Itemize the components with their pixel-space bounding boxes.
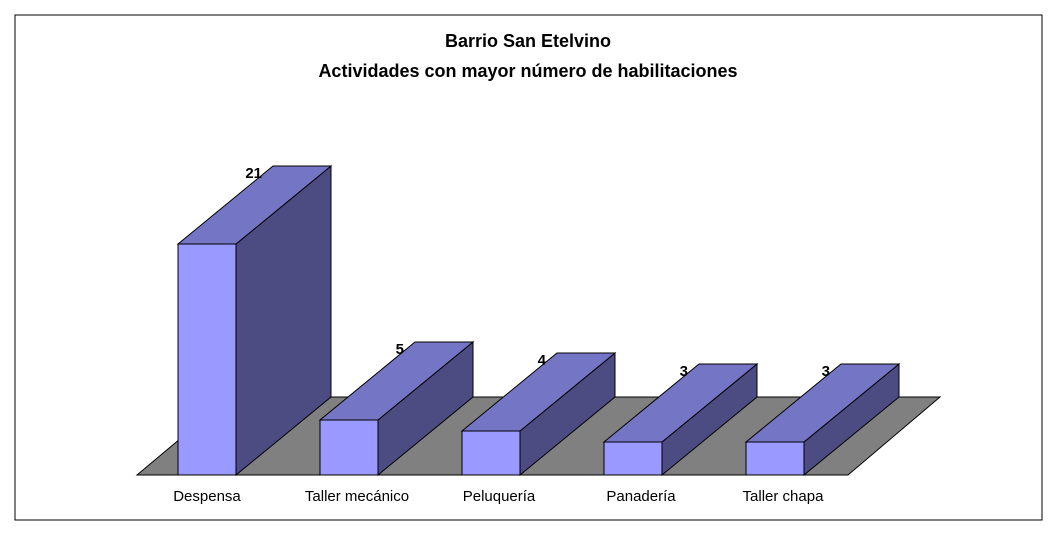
bar (176, 164, 333, 477)
chart-title: Barrio San Etelvino (445, 31, 611, 51)
value-label: 3 (822, 363, 830, 380)
chart-subtitle: Actividades con mayor número de habilita… (318, 61, 737, 81)
value-label: 21 (245, 165, 262, 182)
bar (602, 362, 759, 477)
bar-front (177, 243, 237, 476)
bar-front (603, 441, 663, 476)
value-label: 3 (680, 363, 688, 380)
value-label: 5 (396, 341, 404, 358)
value-label: 4 (538, 352, 547, 369)
bar (460, 351, 617, 477)
bar-front (745, 441, 805, 476)
x-tick-label: Taller chapa (743, 488, 825, 505)
x-tick-label: Despensa (173, 488, 241, 505)
bar-front (461, 430, 521, 476)
bar-front (319, 419, 379, 476)
x-tick-label: Taller mecánico (305, 488, 409, 505)
bar (318, 340, 475, 477)
x-tick-label: Peluquería (463, 488, 536, 505)
x-tick-label: Panadería (606, 488, 676, 505)
bar (744, 362, 901, 477)
